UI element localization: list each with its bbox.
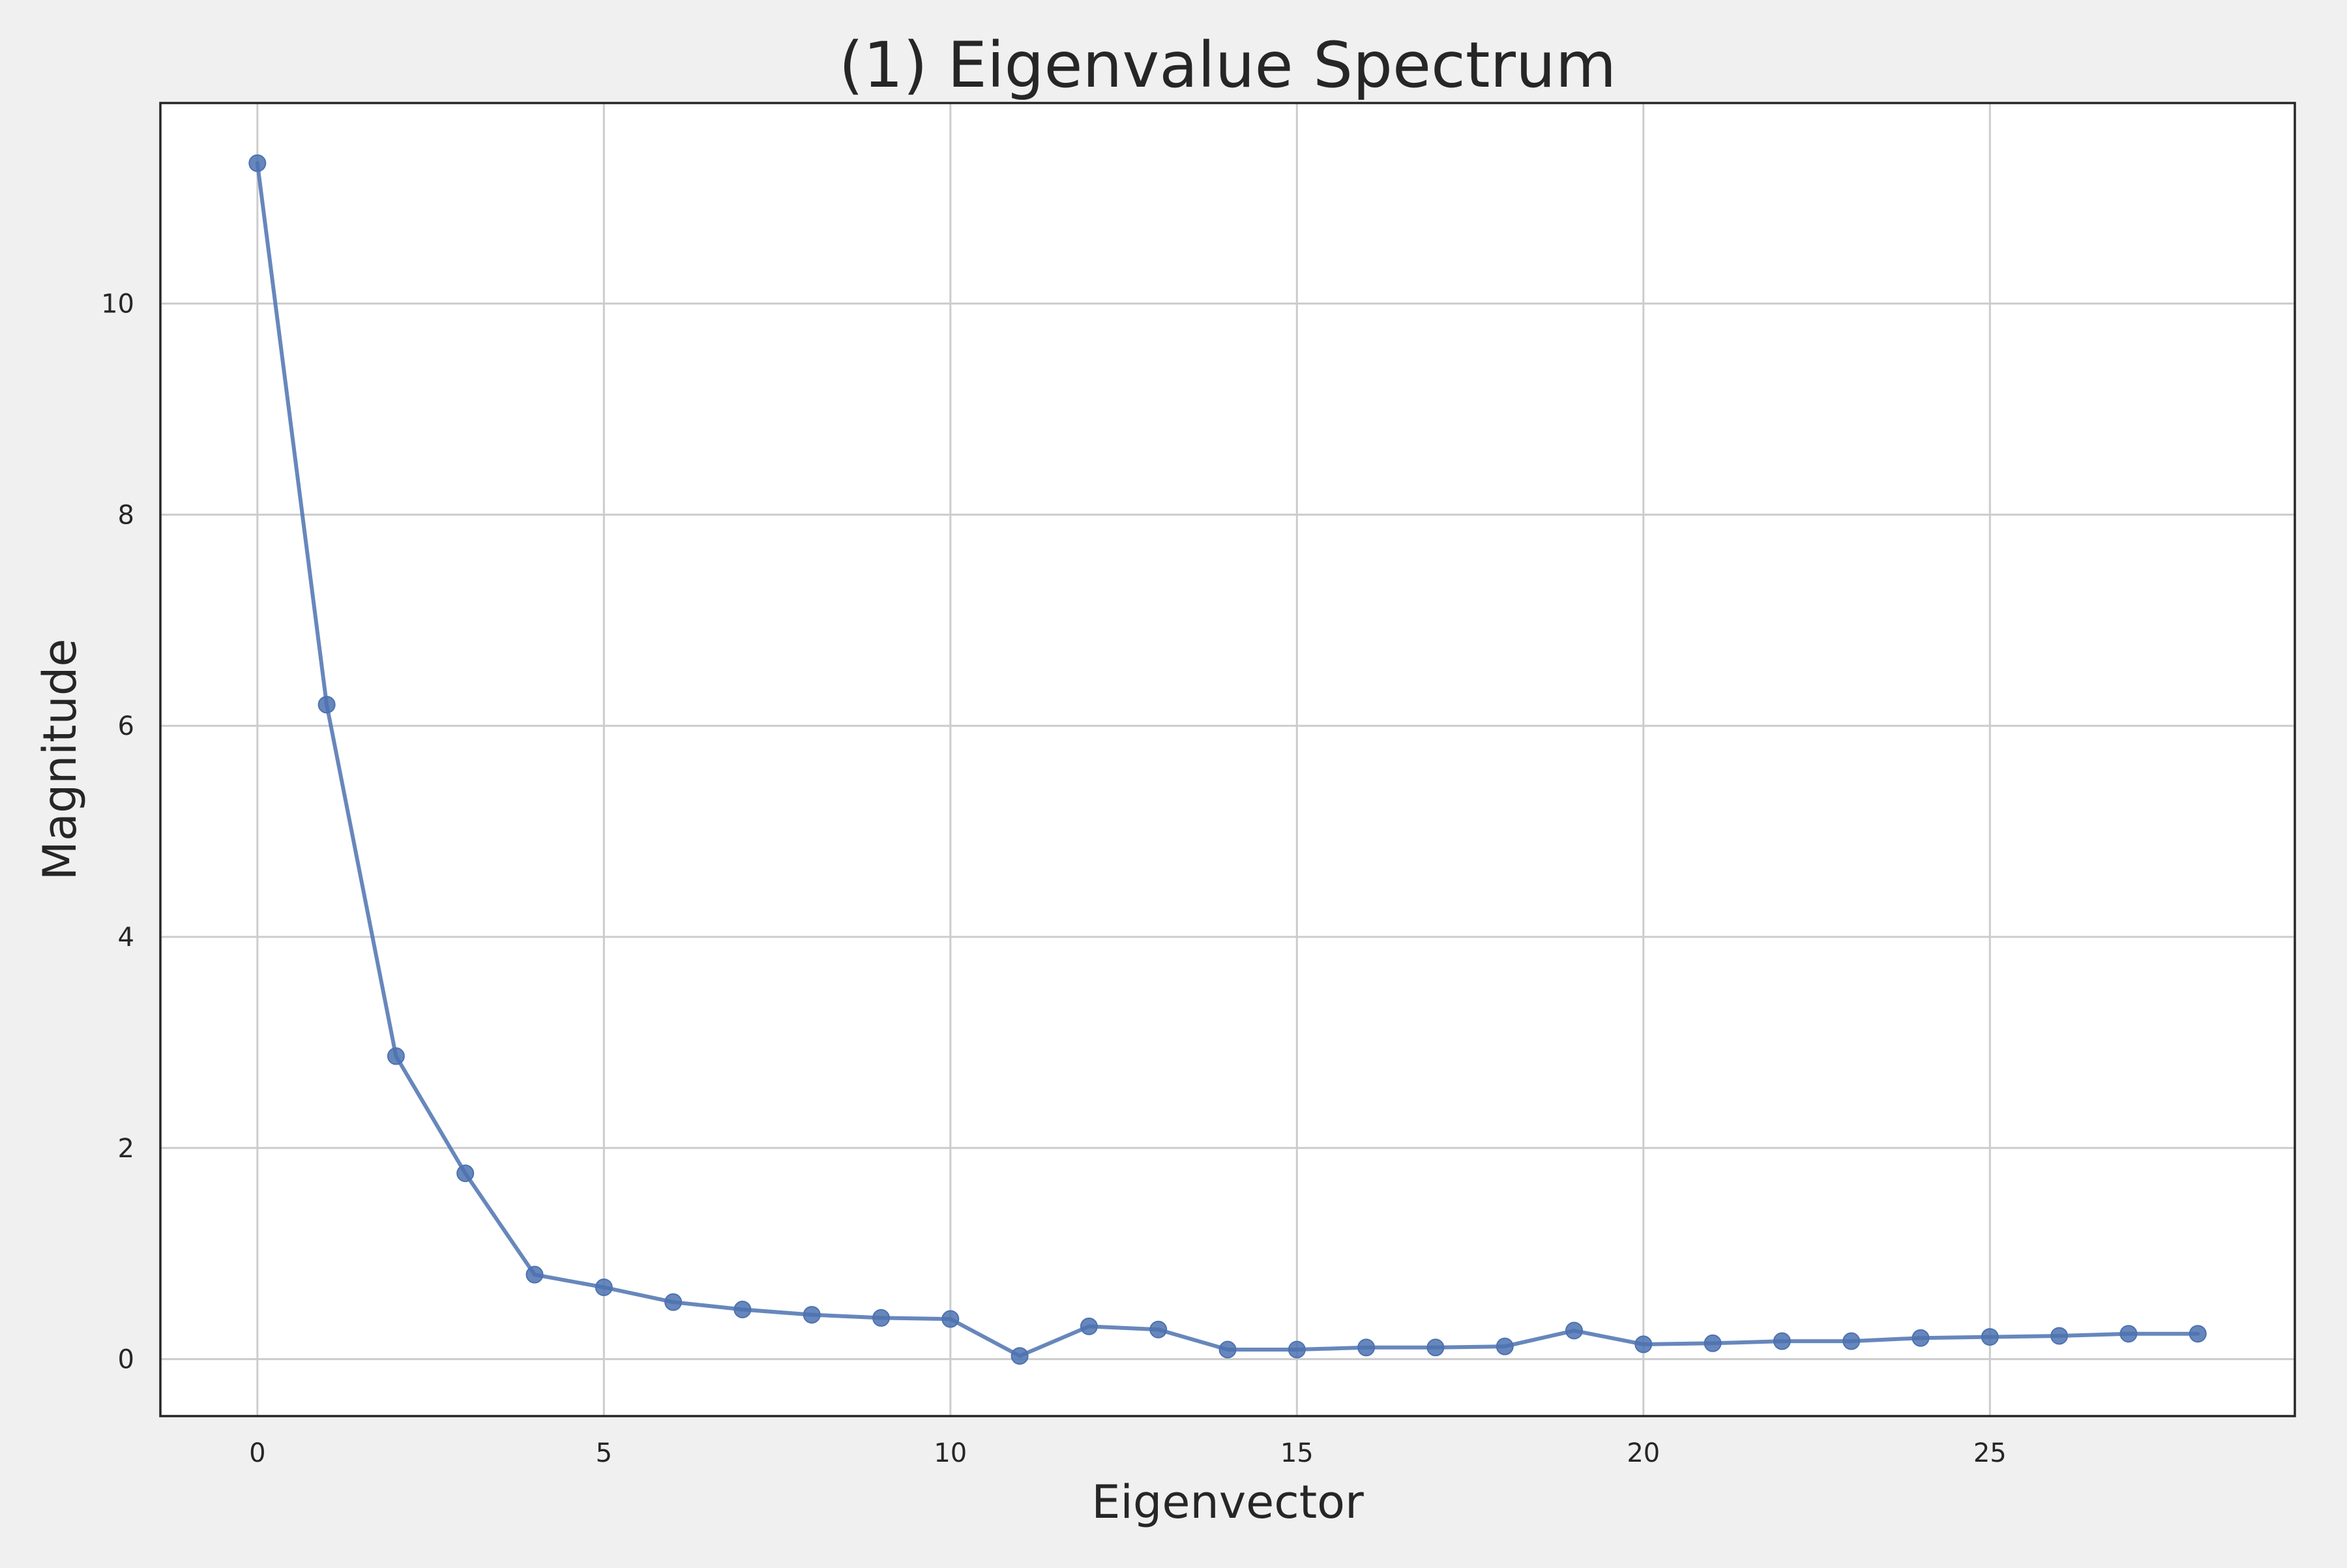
x-tick-label: 0 xyxy=(249,1438,265,1468)
x-tick-label: 25 xyxy=(1973,1438,2007,1468)
data-point xyxy=(664,1293,683,1311)
series-layer xyxy=(248,154,2207,1365)
x-tick-label: 20 xyxy=(1627,1438,1660,1468)
tick-labels: 0 5 10 15 20 25 0 2 4 6 8 10 xyxy=(101,289,2007,1468)
data-point xyxy=(1842,1332,1861,1350)
data-point xyxy=(525,1265,544,1284)
data-point xyxy=(1565,1322,1583,1340)
y-tick-label: 0 xyxy=(118,1345,134,1375)
data-point xyxy=(248,154,267,172)
y-tick-label: 2 xyxy=(118,1134,134,1164)
data-point xyxy=(1704,1334,1722,1352)
data-point xyxy=(1981,1328,1999,1346)
data-point xyxy=(1773,1332,1791,1350)
x-tick-label: 10 xyxy=(934,1438,967,1468)
data-point xyxy=(1496,1337,1514,1355)
data-point xyxy=(872,1309,891,1327)
y-tick-label: 4 xyxy=(118,923,134,953)
x-tick-label: 15 xyxy=(1280,1438,1314,1468)
data-point xyxy=(1912,1329,1930,1347)
chart-title: (1) Eigenvalue Spectrum xyxy=(839,29,1617,102)
y-tick-label: 8 xyxy=(118,500,134,530)
data-point xyxy=(1080,1317,1098,1335)
grid xyxy=(160,103,2295,1416)
data-point xyxy=(456,1164,475,1183)
data-point xyxy=(803,1306,821,1324)
data-point xyxy=(387,1047,405,1065)
x-axis-label: Eigenvector xyxy=(1091,1475,1364,1529)
data-point xyxy=(1149,1320,1168,1339)
plot-area xyxy=(160,103,2295,1416)
y-axis-label: Magnitude xyxy=(33,639,87,881)
data-point xyxy=(2189,1325,2207,1343)
data-point xyxy=(941,1310,960,1328)
data-point xyxy=(595,1278,613,1296)
plot-frame xyxy=(159,102,2296,1417)
data-point xyxy=(1634,1335,1653,1354)
data-point xyxy=(1426,1339,1445,1357)
x-tick-label: 5 xyxy=(596,1438,612,1468)
data-point xyxy=(1357,1339,1376,1357)
y-tick-label: 10 xyxy=(101,289,134,319)
data-point xyxy=(1288,1340,1306,1359)
data-point xyxy=(1218,1340,1237,1359)
data-point xyxy=(317,696,336,714)
data-point xyxy=(2119,1325,2138,1343)
y-tick-label: 6 xyxy=(118,711,134,741)
data-point xyxy=(2050,1327,2069,1345)
data-point xyxy=(733,1300,752,1318)
data-point xyxy=(1011,1347,1029,1365)
